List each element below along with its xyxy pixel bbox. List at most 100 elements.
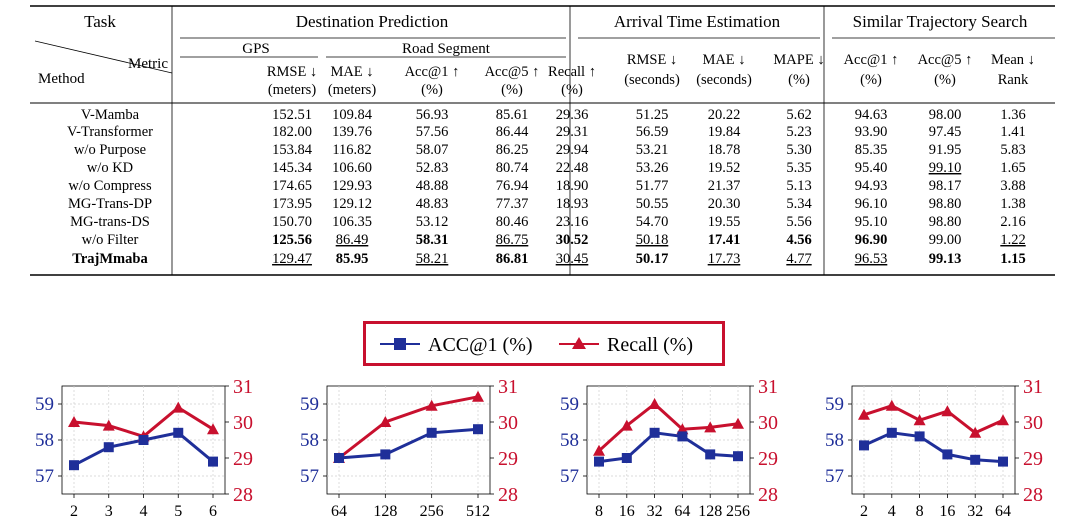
table-cell: 86.75 bbox=[496, 232, 529, 248]
x-tick-label: 256 bbox=[420, 503, 444, 520]
table-cell: 129.12 bbox=[332, 196, 372, 212]
table-cell: 5.35 bbox=[786, 160, 811, 176]
table-cell: 29.94 bbox=[556, 142, 589, 158]
table-cell: 30.52 bbox=[556, 232, 589, 248]
right-tick-label: 30 bbox=[1023, 412, 1043, 434]
column-header-metric: Acc@5 ↑ bbox=[485, 64, 540, 80]
table-cell: 5.23 bbox=[786, 124, 811, 140]
x-tick-label: 8 bbox=[595, 503, 603, 520]
column-header-metric: MAE ↓ bbox=[330, 64, 373, 80]
column-header-metric: Acc@5 ↑ bbox=[918, 52, 973, 68]
left-tick-label: 58 bbox=[300, 430, 319, 451]
acc-point bbox=[621, 453, 632, 463]
table-cell: 94.63 bbox=[855, 107, 888, 123]
header-road-segment: Road Segment bbox=[402, 41, 491, 57]
table-cell: 153.84 bbox=[272, 142, 313, 158]
table-cell: 80.46 bbox=[496, 214, 529, 230]
table-cell: 80.74 bbox=[496, 160, 529, 176]
table-cell: 56.59 bbox=[636, 124, 669, 140]
x-tick-label: 512 bbox=[466, 503, 490, 520]
table-cell: 19.52 bbox=[708, 160, 741, 176]
recall-point bbox=[102, 419, 115, 431]
table-cell: 99.10 bbox=[929, 160, 962, 176]
table-cell: 93.90 bbox=[855, 124, 888, 140]
table-cell: 125.56 bbox=[272, 232, 312, 248]
x-tick-label: 5 bbox=[174, 503, 182, 520]
table-cell: 50.17 bbox=[636, 251, 669, 267]
table-cell: 5.83 bbox=[1000, 142, 1025, 158]
acc-series-line bbox=[863, 431, 1004, 464]
right-tick-label: 30 bbox=[498, 412, 518, 434]
right-tick-label: 29 bbox=[1023, 448, 1043, 470]
column-header-unit: (%) bbox=[934, 72, 956, 88]
right-tick-label: 30 bbox=[758, 412, 778, 434]
table-cell: 85.35 bbox=[855, 142, 888, 158]
chart-3: 57 58 59 28 29 30 31 8 16 32 64 128 256 bbox=[560, 376, 778, 520]
column-header-unit: (meters) bbox=[268, 82, 316, 98]
table-cell: 53.12 bbox=[416, 214, 449, 230]
recall-point bbox=[885, 399, 898, 411]
x-tick-label: 32 bbox=[967, 503, 983, 520]
x-tick-label: 2 bbox=[70, 503, 78, 520]
column-header-unit: (seconds) bbox=[624, 72, 680, 88]
table-cell: 98.80 bbox=[929, 214, 962, 230]
acc-point bbox=[594, 456, 604, 467]
header-similar-trajectory: Similar Trajectory Search bbox=[853, 12, 1028, 31]
header-method: Method bbox=[38, 71, 85, 87]
row-method-name: w/o Compress bbox=[68, 178, 152, 194]
left-tick-label: 59 bbox=[35, 394, 54, 415]
table-cell: 3.88 bbox=[1000, 178, 1025, 194]
column-header-metric: MAPE ↓ bbox=[773, 52, 824, 68]
column-header-unit: (seconds) bbox=[696, 72, 752, 88]
table-cell: 18.78 bbox=[708, 142, 741, 158]
column-header-unit: (%) bbox=[501, 82, 523, 98]
right-tick-label: 31 bbox=[498, 376, 518, 398]
table-cell: 56.93 bbox=[416, 107, 449, 123]
table-cell: 129.93 bbox=[332, 178, 372, 194]
legend-acc-label: ACC@1 (%) bbox=[428, 334, 533, 356]
table-cell: 48.83 bbox=[416, 196, 449, 212]
column-header-metric: Mean ↓ bbox=[991, 52, 1035, 68]
recall-point bbox=[593, 444, 605, 456]
recall-series-line bbox=[863, 404, 1004, 435]
table-cell: 4.77 bbox=[786, 251, 811, 267]
acc-point bbox=[380, 449, 391, 460]
table-cell: 97.45 bbox=[929, 124, 962, 140]
right-tick-label: 31 bbox=[1023, 376, 1043, 398]
header-arrival-time: Arrival Time Estimation bbox=[614, 12, 781, 31]
right-tick-label: 28 bbox=[498, 484, 518, 506]
table-cell: 76.94 bbox=[496, 178, 529, 194]
table-cell: 29.36 bbox=[556, 107, 589, 123]
table-cell: 173.95 bbox=[272, 196, 312, 212]
table-cell: 51.25 bbox=[636, 107, 669, 123]
acc-point bbox=[426, 427, 437, 438]
right-tick-label: 29 bbox=[233, 448, 253, 470]
table-cell: 5.62 bbox=[786, 107, 811, 123]
recall-point bbox=[648, 398, 661, 409]
table-cell: 30.45 bbox=[556, 251, 589, 267]
table-cell: 1.22 bbox=[1000, 232, 1025, 248]
table-cell: 96.90 bbox=[855, 232, 888, 248]
x-tick-label: 8 bbox=[916, 503, 924, 520]
recall-point bbox=[732, 417, 744, 429]
right-tick-label: 30 bbox=[233, 412, 253, 434]
acc-point bbox=[942, 449, 953, 460]
x-tick-label: 3 bbox=[105, 503, 113, 520]
table-cell: 98.17 bbox=[929, 178, 962, 194]
table-cell: 21.37 bbox=[708, 178, 741, 194]
table-cell: 18.90 bbox=[556, 178, 589, 194]
table-cell: 17.73 bbox=[708, 251, 741, 267]
column-header-unit: (%) bbox=[561, 82, 583, 98]
table-cell: 106.60 bbox=[332, 160, 372, 176]
chart-legend: ACC@1 (%) Recall (%) bbox=[363, 321, 725, 366]
legend-acc-marker bbox=[394, 338, 406, 350]
table-cell: 53.21 bbox=[636, 142, 669, 158]
table-cell: 53.26 bbox=[636, 160, 669, 176]
table-cell: 57.56 bbox=[416, 124, 449, 140]
row-method-name: MG-Trans-DP bbox=[68, 196, 152, 212]
x-tick-label: 256 bbox=[726, 503, 750, 520]
table-cell: 52.83 bbox=[416, 160, 449, 176]
right-tick-label: 28 bbox=[1023, 484, 1043, 506]
table-cell: 18.93 bbox=[556, 196, 589, 212]
right-tick-label: 28 bbox=[758, 484, 778, 506]
